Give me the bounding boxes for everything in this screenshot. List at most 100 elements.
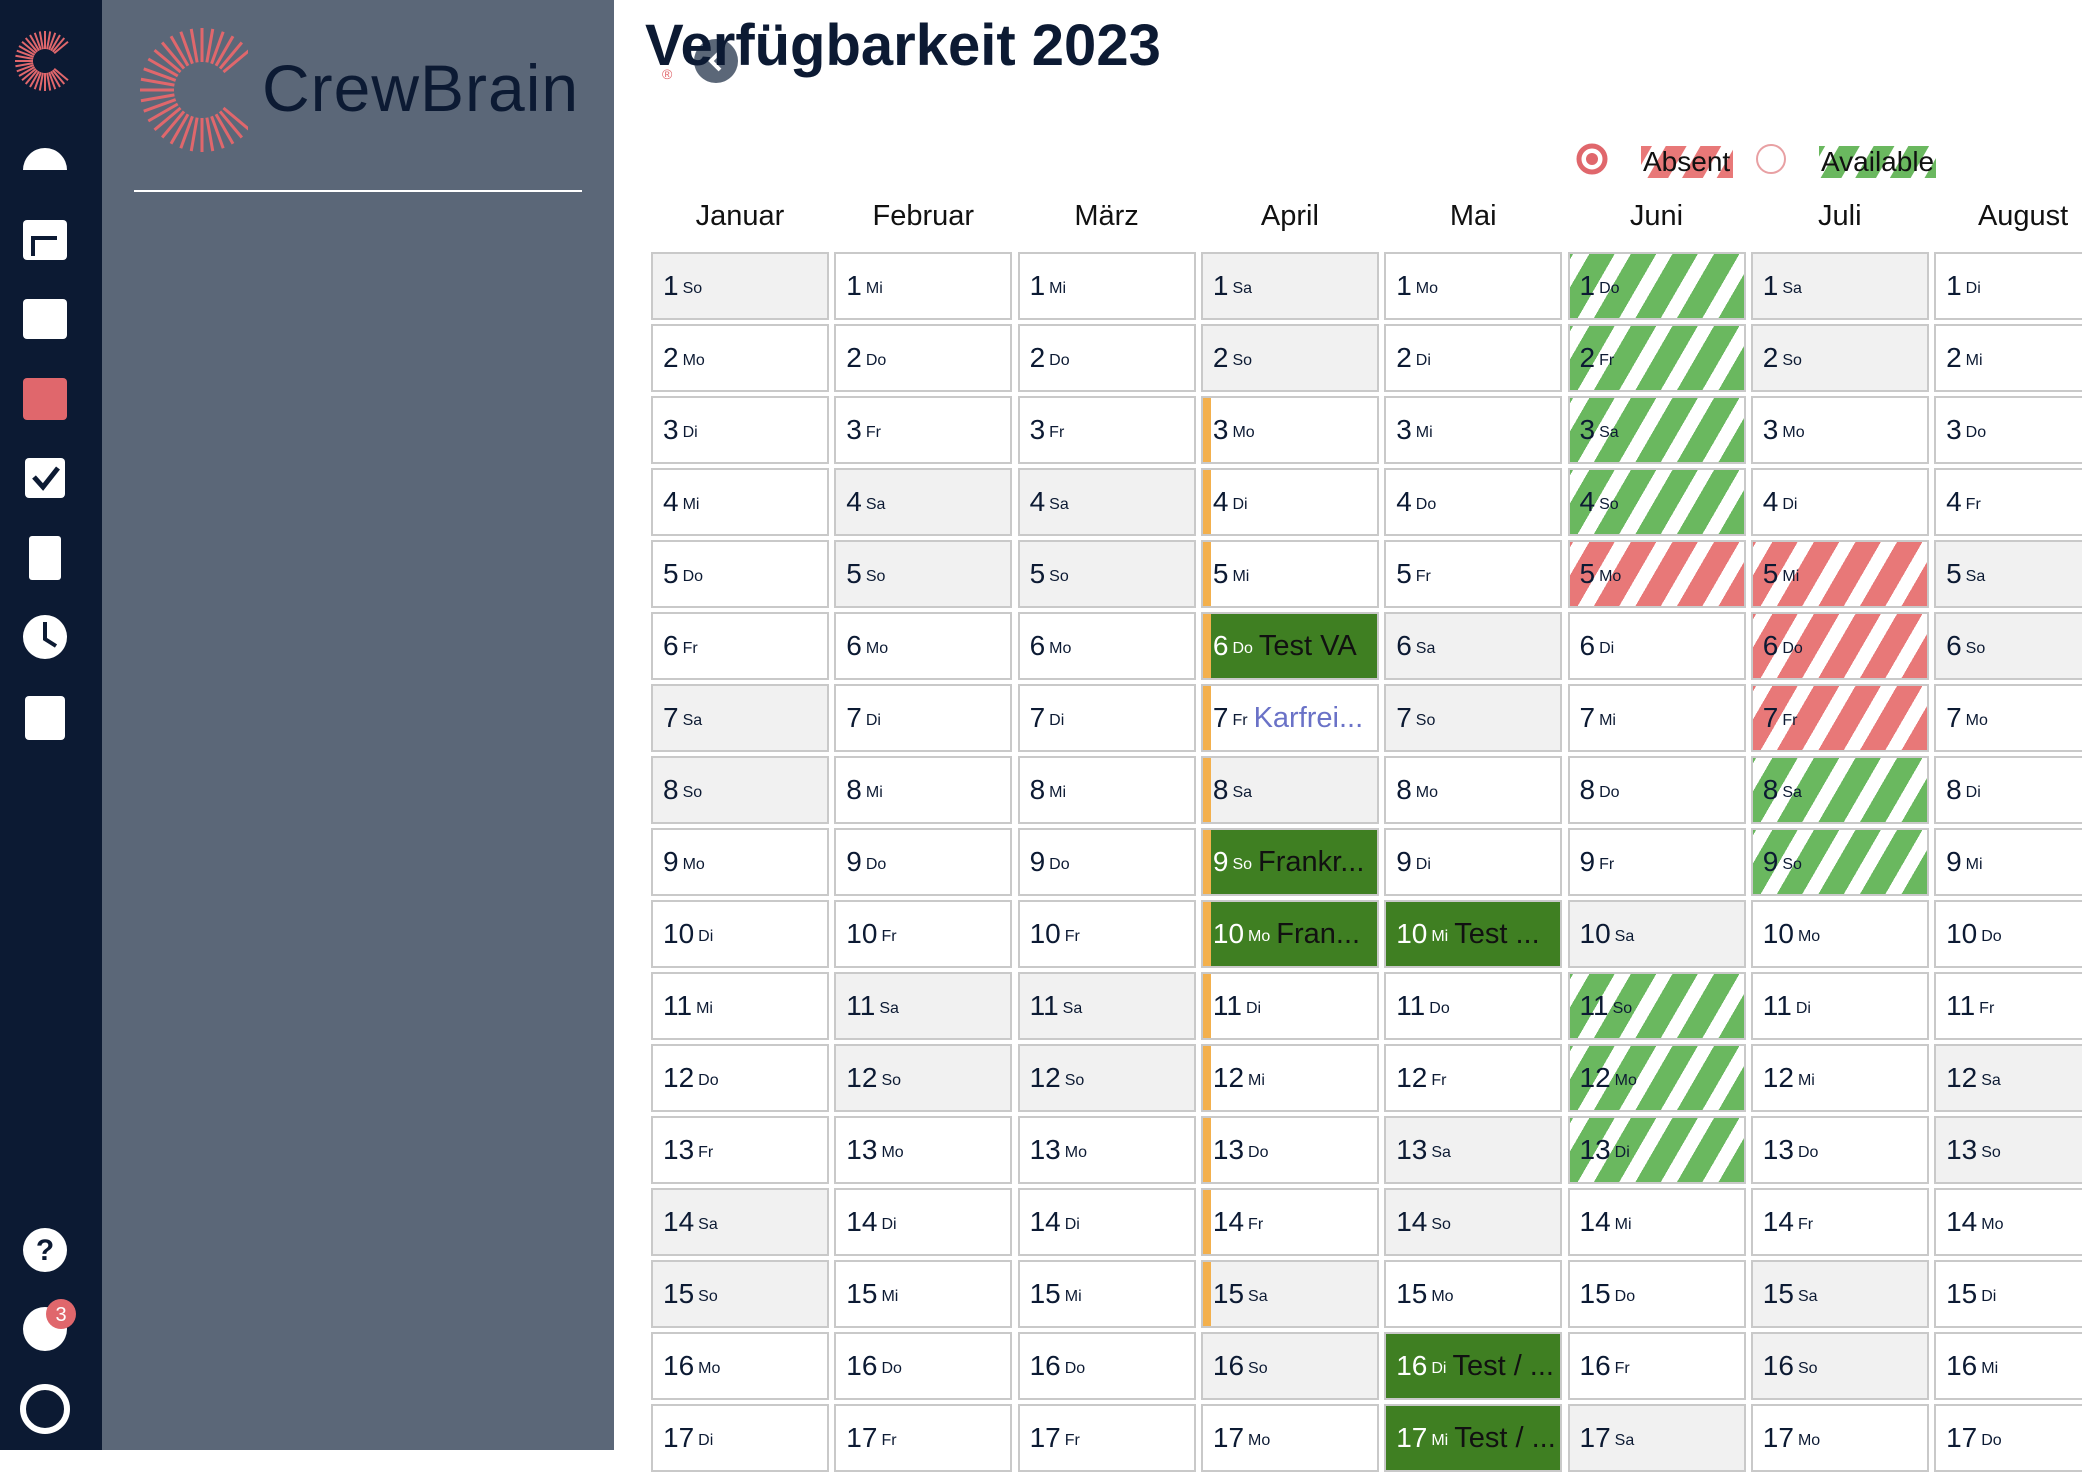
day-cell[interactable]: 13 Di bbox=[1567, 1116, 1746, 1184]
day-cell[interactable]: 16 Do bbox=[834, 1332, 1013, 1400]
day-cell[interactable]: 3 Di bbox=[651, 396, 829, 464]
day-cell[interactable]: 1 Sa bbox=[1200, 252, 1379, 320]
day-cell[interactable]: 13 Sa bbox=[1384, 1116, 1563, 1184]
day-cell[interactable]: 13 Fr bbox=[651, 1116, 829, 1184]
book-icon[interactable] bbox=[25, 696, 65, 740]
absence-icon[interactable] bbox=[23, 378, 67, 420]
day-cell[interactable]: 4 Do bbox=[1384, 468, 1563, 536]
collapse-button[interactable] bbox=[694, 39, 738, 83]
day-cell[interactable]: 10 Do bbox=[1934, 900, 2082, 968]
day-cell[interactable]: 1 Sa bbox=[1750, 252, 1929, 320]
day-cell[interactable]: 4 Sa bbox=[1017, 468, 1196, 536]
day-cell[interactable]: 2 Do bbox=[834, 324, 1013, 392]
day-cell[interactable]: 12 So bbox=[834, 1044, 1013, 1112]
day-cell[interactable]: 5 So bbox=[834, 540, 1013, 608]
day-cell[interactable]: 10 Di bbox=[651, 900, 829, 968]
day-cell[interactable]: 9 Do bbox=[1017, 828, 1196, 896]
day-cell[interactable]: 4 Fr bbox=[1934, 468, 2082, 536]
day-cell[interactable]: 3 Mo bbox=[1750, 396, 1929, 464]
day-cell[interactable]: 3 Mo bbox=[1200, 396, 1379, 464]
day-cell[interactable]: 6 So bbox=[1934, 612, 2082, 680]
day-cell[interactable]: 12 Mi bbox=[1750, 1044, 1929, 1112]
event-label[interactable]: Test / ... bbox=[1452, 1350, 1554, 1382]
day-cell[interactable]: 17 Sa bbox=[1567, 1404, 1746, 1472]
day-cell[interactable]: 6 Fr bbox=[651, 612, 829, 680]
day-cell[interactable]: 6 Mo bbox=[1017, 612, 1196, 680]
day-cell[interactable]: 1 So bbox=[651, 252, 829, 320]
day-cell[interactable]: 8 Sa bbox=[1750, 756, 1929, 824]
day-cell[interactable]: 14 Fr bbox=[1750, 1188, 1929, 1256]
dashboard-icon[interactable] bbox=[23, 148, 67, 170]
day-cell[interactable]: 15 Mo bbox=[1384, 1260, 1563, 1328]
day-cell[interactable]: 13 So bbox=[1934, 1116, 2082, 1184]
day-cell[interactable]: 17 Di bbox=[651, 1404, 829, 1472]
day-cell[interactable]: 9 Di bbox=[1384, 828, 1563, 896]
day-cell[interactable]: 11 Fr bbox=[1934, 972, 2082, 1040]
day-cell[interactable]: 9 So Frankr... bbox=[1200, 828, 1379, 896]
day-cell[interactable]: 12 Sa bbox=[1934, 1044, 2082, 1112]
day-cell[interactable]: 6 Mo bbox=[834, 612, 1013, 680]
day-cell[interactable]: 10 Fr bbox=[1017, 900, 1196, 968]
event-label[interactable]: Frankr... bbox=[1258, 846, 1365, 878]
day-cell[interactable]: 16 So bbox=[1750, 1332, 1929, 1400]
day-cell[interactable]: 13 Mo bbox=[1017, 1116, 1196, 1184]
day-cell[interactable]: 10 Sa bbox=[1567, 900, 1746, 968]
day-cell[interactable]: 1 Do bbox=[1567, 252, 1746, 320]
day-cell[interactable]: 11 Mi bbox=[651, 972, 829, 1040]
day-cell[interactable]: 16 Mi bbox=[1934, 1332, 2082, 1400]
day-cell[interactable]: 2 Mi bbox=[1934, 324, 2082, 392]
day-cell[interactable]: 5 Fr bbox=[1384, 540, 1563, 608]
day-cell[interactable]: 17 Mo bbox=[1750, 1404, 1929, 1472]
day-cell[interactable]: 6 Do bbox=[1750, 612, 1929, 680]
event-label[interactable]: Test / ... bbox=[1454, 1422, 1556, 1454]
help-icon[interactable] bbox=[23, 1228, 67, 1272]
day-cell[interactable]: 8 Di bbox=[1934, 756, 2082, 824]
day-cell[interactable]: 16 So bbox=[1200, 1332, 1379, 1400]
event-label[interactable]: Karfrei... bbox=[1253, 702, 1364, 734]
day-cell[interactable]: 14 Mi bbox=[1567, 1188, 1746, 1256]
day-cell[interactable]: 6 Di bbox=[1567, 612, 1746, 680]
day-cell[interactable]: 12 Do bbox=[651, 1044, 829, 1112]
day-cell[interactable]: 4 So bbox=[1567, 468, 1746, 536]
day-cell[interactable]: 11 Sa bbox=[1017, 972, 1196, 1040]
day-cell[interactable]: 1 Di bbox=[1934, 252, 2082, 320]
day-cell[interactable]: 15 Sa bbox=[1200, 1260, 1379, 1328]
day-cell[interactable]: 9 So bbox=[1750, 828, 1929, 896]
day-cell[interactable]: 14 Di bbox=[1017, 1188, 1196, 1256]
day-cell[interactable]: 7 Fr bbox=[1750, 684, 1929, 752]
day-cell[interactable]: 11 Di bbox=[1750, 972, 1929, 1040]
day-cell[interactable]: 16 Fr bbox=[1567, 1332, 1746, 1400]
day-cell[interactable]: 15 Mi bbox=[834, 1260, 1013, 1328]
available-radio[interactable] bbox=[1756, 144, 1786, 174]
day-cell[interactable]: 9 Fr bbox=[1567, 828, 1746, 896]
day-cell[interactable]: 2 Di bbox=[1384, 324, 1563, 392]
day-cell[interactable]: 2 Mo bbox=[651, 324, 829, 392]
day-cell[interactable]: 13 Mo bbox=[834, 1116, 1013, 1184]
day-cell[interactable]: 1 Mi bbox=[834, 252, 1013, 320]
day-cell[interactable]: 9 Mo bbox=[651, 828, 829, 896]
day-cell[interactable]: 7 So bbox=[1384, 684, 1563, 752]
day-cell[interactable]: 13 Do bbox=[1750, 1116, 1929, 1184]
day-cell[interactable]: 5 Mi bbox=[1750, 540, 1929, 608]
day-cell[interactable]: 15 Mi bbox=[1017, 1260, 1196, 1328]
day-cell[interactable]: 15 Sa bbox=[1750, 1260, 1929, 1328]
day-cell[interactable]: 12 So bbox=[1017, 1044, 1196, 1112]
day-cell[interactable]: 14 Di bbox=[834, 1188, 1013, 1256]
day-cell[interactable]: 2 Fr bbox=[1567, 324, 1746, 392]
day-cell[interactable]: 8 Mo bbox=[1384, 756, 1563, 824]
day-cell[interactable]: 10 Mo bbox=[1750, 900, 1929, 968]
day-cell[interactable]: 14 Mo bbox=[1934, 1188, 2082, 1256]
day-cell[interactable]: 1 Mo bbox=[1384, 252, 1563, 320]
day-cell[interactable]: 4 Mi bbox=[651, 468, 829, 536]
event-label[interactable]: Fran... bbox=[1276, 918, 1361, 950]
day-cell[interactable]: 11 Do bbox=[1384, 972, 1563, 1040]
day-cell[interactable]: 7 Fr Karfrei... bbox=[1200, 684, 1379, 752]
logout-icon[interactable] bbox=[20, 1384, 70, 1434]
day-cell[interactable]: 4 Sa bbox=[834, 468, 1013, 536]
day-cell[interactable]: 16 Mo bbox=[651, 1332, 829, 1400]
day-cell[interactable]: 5 Do bbox=[651, 540, 829, 608]
day-cell[interactable]: 10 Mo Fran... bbox=[1200, 900, 1379, 968]
day-cell[interactable]: 7 Mi bbox=[1567, 684, 1746, 752]
day-cell[interactable]: 8 Sa bbox=[1200, 756, 1379, 824]
day-cell[interactable]: 5 Mo bbox=[1567, 540, 1746, 608]
